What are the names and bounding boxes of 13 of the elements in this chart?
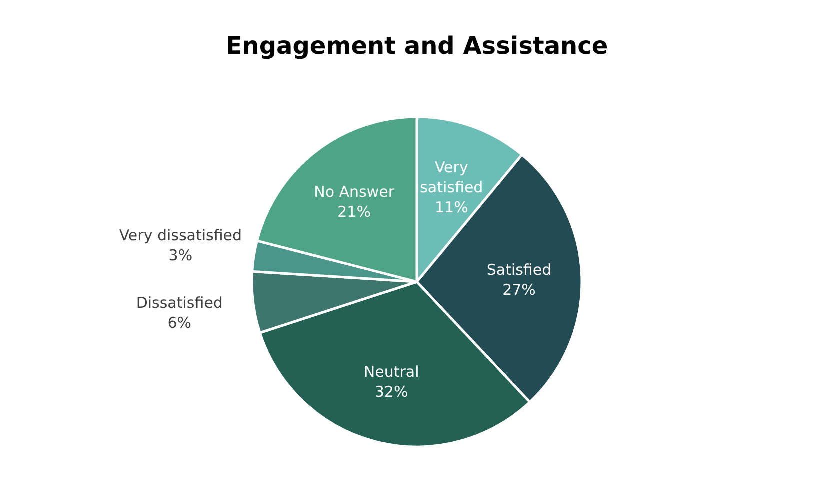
data-label: 27% <box>502 280 536 299</box>
data-label: 32% <box>374 383 408 402</box>
chart-title: Engagement and Assistance <box>226 32 608 60</box>
slice-label: No Answer <box>314 183 396 202</box>
data-label: 11% <box>434 198 468 217</box>
data-label: 21% <box>338 203 371 222</box>
slice-label: Very dissatisfied <box>119 226 242 245</box>
slice-label: Dissatisfied <box>136 294 223 312</box>
slice-label: Very satisfied <box>420 158 484 197</box>
slice-label: Satisfied <box>486 260 552 279</box>
data-label: 6% <box>168 314 192 332</box>
slice-label: Neutral <box>364 363 420 382</box>
data-label: 3% <box>168 246 193 265</box>
